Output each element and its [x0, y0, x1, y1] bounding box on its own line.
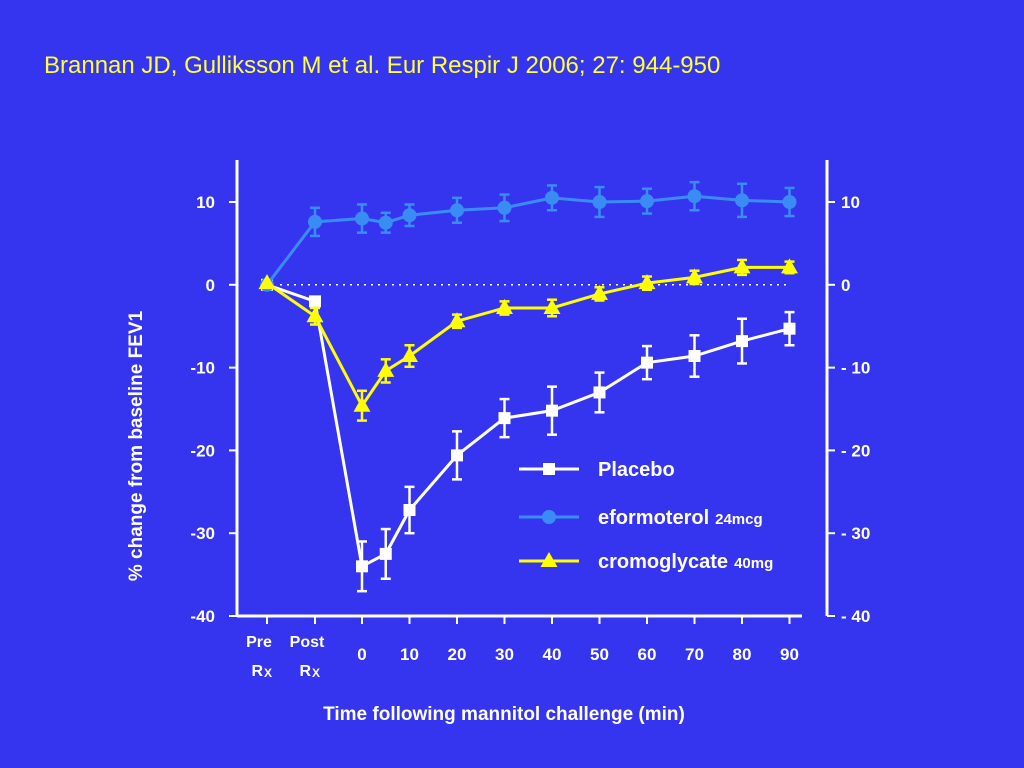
x-tick-label: 50	[590, 645, 609, 664]
data-point-cromoglycate	[733, 258, 751, 274]
legend-marker-placebo	[543, 463, 555, 475]
data-point-placebo	[546, 404, 558, 417]
series-placebo	[261, 278, 796, 593]
legend-series-name: Placebo	[598, 459, 675, 481]
data-point-placebo	[451, 449, 463, 462]
x-tick-label: 80	[733, 645, 752, 664]
data-point-eformoterol	[308, 214, 322, 229]
data-point-cromoglycate	[781, 258, 798, 274]
x-tick-label-post: Post	[290, 634, 325, 651]
data-point-placebo	[356, 560, 368, 573]
x-tick-label-pre: Pre	[246, 634, 272, 651]
data-point-cromoglycate	[258, 274, 276, 290]
data-point-placebo	[688, 350, 701, 363]
data-point-eformoterol	[592, 195, 607, 209]
data-point-eformoterol	[782, 195, 797, 209]
citation: Brannan JD, Gulliksson M et al. Eur Resp…	[44, 52, 721, 79]
x-tick-label: 70	[685, 645, 704, 664]
data-point-eformoterol	[687, 189, 702, 204]
legend-series-name: eformoterol	[598, 507, 709, 529]
data-point-cromoglycate	[638, 274, 656, 290]
x-tick-label: 40	[543, 645, 562, 664]
data-point-eformoterol	[450, 203, 464, 218]
series-line-cromoglycate	[266, 265, 790, 409]
y-tick-label-right: - 10	[841, 359, 870, 378]
data-point-cromoglycate	[591, 284, 608, 300]
x-tick-label: 0	[357, 645, 366, 664]
legend-series-name: cromoglycate	[598, 551, 728, 573]
x-tick-label: 90	[780, 645, 799, 664]
data-point-cromoglycate	[686, 268, 703, 284]
x-axis-label: Time following mannitol challenge (min)	[323, 704, 685, 725]
data-point-placebo	[641, 356, 653, 369]
data-point-eformoterol	[735, 193, 749, 208]
y-tick-label-right: - 40	[841, 607, 870, 626]
data-point-placebo	[593, 386, 606, 399]
data-point-eformoterol	[402, 208, 417, 223]
data-point-cromoglycate	[353, 396, 371, 412]
x-tick-label-rx-sub: X	[264, 666, 272, 680]
data-point-placebo	[736, 335, 748, 348]
legend-label-eformoterol: eformoterol 24mcg	[598, 507, 763, 529]
series-line-eformoterol	[265, 194, 790, 286]
y-tick-label-right: - 30	[841, 524, 870, 543]
y-tick-label-left: 10	[196, 193, 215, 212]
y-tick-label-right: 10	[841, 193, 860, 212]
y-axis-label: % change from baseline FEV1	[126, 310, 147, 581]
data-point-placebo	[379, 547, 392, 560]
legend-label-cromoglycate: cromoglycate 40mg	[598, 551, 773, 573]
legend-marker-eformoterol	[542, 510, 556, 524]
series-layer	[258, 180, 798, 593]
data-point-placebo	[309, 295, 321, 308]
y-tick-label-right: 0	[841, 276, 850, 295]
data-point-placebo	[498, 412, 511, 425]
data-point-placebo	[403, 504, 416, 517]
data-point-cromoglycate	[543, 298, 561, 314]
x-tick-label-rx: R	[251, 663, 263, 680]
x-tick-label: 60	[638, 645, 657, 664]
y-tick-label-left: -40	[190, 607, 215, 626]
y-tick-label-left: 0	[206, 276, 215, 295]
series-cromoglycate	[258, 258, 798, 422]
y-tick-label-left: -20	[190, 441, 215, 460]
data-point-eformoterol	[378, 215, 393, 230]
y-tick-label-right: - 20	[841, 441, 870, 460]
legend-series-dose: 40mg	[734, 555, 773, 572]
x-tick-label: 30	[495, 645, 514, 664]
x-tick-label-rx-sub: X	[312, 666, 320, 680]
x-tick-label-rx: R	[299, 663, 311, 680]
y-tick-label-left: -30	[190, 524, 215, 543]
data-point-cromoglycate	[306, 307, 324, 323]
legend-marker-cromoglycate	[540, 552, 558, 567]
data-point-eformoterol	[545, 190, 559, 205]
series-line-placebo	[266, 283, 790, 569]
data-point-eformoterol	[640, 194, 654, 209]
data-point-eformoterol	[497, 200, 512, 215]
data-point-cromoglycate	[496, 298, 513, 314]
legend-label-placebo: Placebo	[598, 459, 675, 481]
data-point-placebo	[783, 322, 796, 335]
y-tick-label-left: -10	[190, 359, 215, 378]
legend: Placebo eformoterol 24mcg cromoglycate 40mg	[519, 459, 773, 573]
x-tick-label: 10	[400, 645, 419, 664]
x-tick-label: 20	[448, 645, 467, 664]
data-point-cromoglycate	[377, 361, 395, 377]
data-point-eformoterol	[355, 211, 369, 226]
legend-series-dose: 24mcg	[715, 511, 763, 528]
series-eformoterol	[260, 180, 797, 292]
data-point-cromoglycate	[448, 312, 466, 328]
data-point-cromoglycate	[401, 347, 418, 363]
